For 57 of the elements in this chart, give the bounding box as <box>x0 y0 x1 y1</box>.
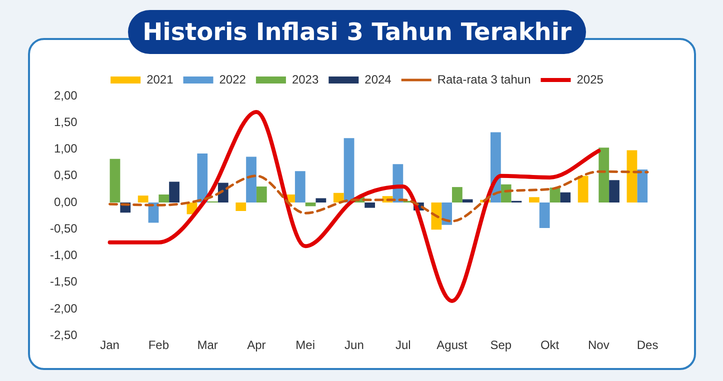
bar <box>560 192 571 202</box>
x-tick-label: Mei <box>296 338 316 352</box>
bar <box>294 171 306 202</box>
bar <box>158 194 170 202</box>
bar <box>110 158 120 202</box>
bar <box>316 198 326 202</box>
chart-title: Historis Inflasi 3 Tahun Terakhir <box>128 10 586 54</box>
y-tick-label: -2,50 <box>50 328 78 342</box>
bar <box>138 196 148 202</box>
bar <box>626 150 638 202</box>
bar <box>452 187 462 202</box>
bar <box>539 202 550 228</box>
bar <box>236 202 246 212</box>
bar <box>609 180 620 202</box>
legend-label: 2024 <box>364 72 392 86</box>
y-tick-label: -1,00 <box>50 248 78 262</box>
bar <box>462 199 473 202</box>
bar <box>442 202 452 225</box>
y-tick-label: 0,50 <box>54 168 78 182</box>
x-tick-label: Des <box>636 338 658 352</box>
legend-label: 2025 <box>576 72 604 86</box>
y-tick-label: 1,50 <box>54 114 78 129</box>
bar <box>256 186 267 202</box>
x-tick-label: Jan <box>100 338 120 352</box>
legend-label: 2022 <box>219 72 246 86</box>
y-tick-label: -1,50 <box>50 274 78 289</box>
legend-label: 2021 <box>146 72 174 86</box>
x-tick-label: Apr <box>247 338 266 352</box>
bar <box>197 154 208 202</box>
y-tick-label: 2,00 <box>54 88 78 102</box>
bar <box>529 197 540 202</box>
y-tick-label: -0,50 <box>50 221 78 236</box>
x-tick-label: Mar <box>197 338 218 352</box>
legend-label: 2023 <box>292 72 319 86</box>
x-tick-label: Nov <box>588 338 610 352</box>
bar <box>364 202 376 208</box>
x-tick-label: Sep <box>490 338 512 352</box>
bar <box>305 202 316 206</box>
bar <box>246 156 256 202</box>
x-tick-label: Jul <box>395 338 411 352</box>
bar <box>637 169 648 202</box>
bar <box>578 176 588 202</box>
bar <box>169 182 180 202</box>
x-tick-label: Okt <box>540 338 560 352</box>
bar <box>344 138 354 202</box>
x-tick-label: Feb <box>148 338 170 352</box>
bar <box>598 148 610 202</box>
line-series <box>108 110 601 303</box>
legend-label: Rata-rata 3 tahun <box>437 72 531 86</box>
bar <box>431 202 442 230</box>
x-tick-label: Jun <box>344 338 364 352</box>
y-tick-label: 0,00 <box>54 194 78 209</box>
x-tick-label: Agust <box>436 338 468 352</box>
y-tick-label: 1,00 <box>54 142 78 156</box>
bar <box>333 192 344 202</box>
line-series <box>108 170 649 222</box>
y-tick-label: -2,00 <box>50 301 78 316</box>
